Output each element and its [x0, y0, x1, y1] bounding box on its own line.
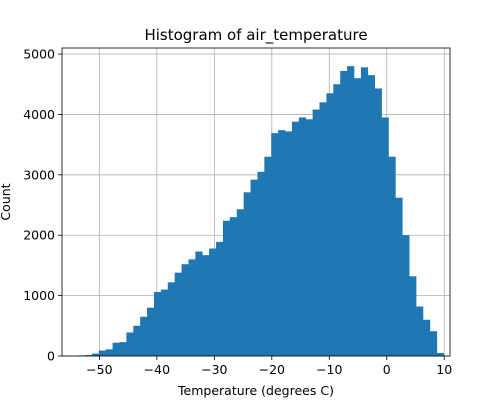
- x-tick-label: −30: [201, 362, 227, 377]
- histogram-bars: [78, 66, 444, 357]
- histogram-bar: [436, 352, 444, 356]
- x-axis-label: Temperature (degrees C): [177, 383, 334, 398]
- histogram-bar: [409, 276, 417, 356]
- y-tick-label: 3000: [23, 167, 55, 182]
- histogram-bar: [119, 342, 127, 356]
- histogram-bar: [347, 66, 355, 356]
- histogram-bar: [381, 117, 389, 356]
- histogram-bar: [174, 272, 182, 356]
- histogram-bar: [291, 121, 300, 356]
- histogram-bar: [105, 349, 113, 356]
- y-tick-label: 2000: [23, 228, 55, 243]
- histogram-bar: [340, 70, 348, 356]
- histogram-bar: [326, 93, 334, 356]
- histogram-bar: [222, 220, 231, 356]
- x-tick-label: −20: [259, 362, 285, 377]
- histogram-bar: [140, 316, 148, 356]
- histogram-bar: [305, 119, 313, 356]
- histogram-bar: [160, 289, 169, 356]
- histogram-bar: [312, 109, 320, 356]
- histogram-bar: [133, 325, 141, 356]
- histogram-bar: [257, 171, 265, 356]
- histogram-bar: [333, 84, 341, 356]
- x-tick-label: 10: [436, 362, 452, 377]
- histogram-bar: [112, 342, 120, 356]
- histogram-bar: [395, 197, 403, 356]
- histogram-bar: [429, 331, 438, 356]
- histogram-bar: [402, 235, 410, 356]
- histogram-bar: [360, 67, 369, 356]
- histogram-bar: [202, 255, 210, 356]
- histogram-bar: [153, 291, 162, 356]
- y-tick-label: 0: [47, 349, 55, 364]
- x-tick-label: −40: [144, 362, 170, 377]
- histogram-bar: [84, 355, 93, 356]
- y-tick-label: 5000: [23, 47, 55, 62]
- histogram-bar: [319, 102, 327, 357]
- histogram-bar: [91, 353, 100, 356]
- y-axis-label: Count: [0, 183, 13, 220]
- histogram-bar: [374, 88, 382, 357]
- histogram-bar: [147, 307, 155, 356]
- y-tick-label: 1000: [23, 288, 55, 303]
- histogram-bar: [250, 179, 258, 356]
- x-tick-label: −50: [86, 362, 112, 377]
- histogram-bar: [298, 117, 307, 356]
- y-axis-ticks: 0 1000 2000 3000 4000 5000: [23, 47, 62, 364]
- histogram-bar: [278, 130, 286, 356]
- x-axis-ticks: −50 −40 −30 −20 −10 0 10: [86, 356, 452, 377]
- x-tick-label: 0: [383, 362, 391, 377]
- histogram-bar: [388, 156, 396, 356]
- x-tick-label: −10: [316, 362, 342, 377]
- histogram-bar: [167, 282, 175, 356]
- histogram-bar: [422, 319, 431, 356]
- histogram-bar: [209, 248, 217, 356]
- histogram-bar: [188, 259, 196, 356]
- chart-title: Histogram of air_temperature: [144, 26, 367, 45]
- histogram-bar: [271, 133, 279, 356]
- histogram-bar: [195, 251, 203, 356]
- y-tick-label: 4000: [23, 107, 55, 122]
- histogram-bar: [229, 217, 238, 356]
- histogram-bar: [181, 264, 189, 356]
- histogram-bar: [367, 75, 375, 357]
- histogram-bar: [236, 209, 244, 356]
- histogram-bar: [264, 156, 272, 356]
- histogram-bar: [354, 78, 362, 356]
- histogram-bar: [416, 306, 424, 356]
- histogram-bar: [216, 241, 224, 356]
- plot-frame: [61, 47, 451, 357]
- histogram-bar: [98, 350, 106, 356]
- histogram-bar: [243, 192, 251, 356]
- histogram-bar: [285, 131, 293, 356]
- histogram-bar: [126, 332, 134, 356]
